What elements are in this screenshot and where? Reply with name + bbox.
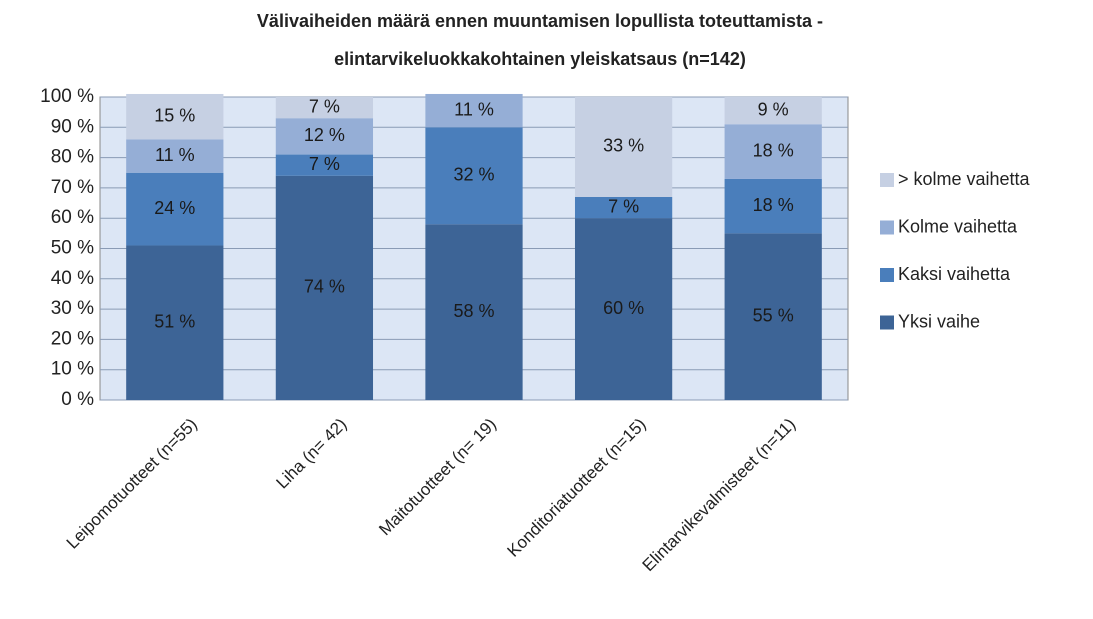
bar-segment — [275, 97, 374, 119]
y-tick-label: 0 % — [61, 389, 94, 410]
bar-segment — [724, 233, 822, 400]
legend-swatch — [880, 173, 894, 187]
value-label: 24 % — [154, 198, 195, 218]
value-label: 18 % — [753, 195, 794, 215]
x-tick-label: Liha (n= 42) — [272, 415, 350, 493]
y-tick-label: 60 % — [51, 207, 94, 228]
y-tick-label: 40 % — [51, 268, 94, 289]
bar-segment — [574, 97, 673, 197]
x-tick-label: Elintarvikevalmisteet (n=11) — [639, 415, 800, 576]
value-label: 60 % — [603, 298, 644, 318]
legend-label: Kolme vaihetta — [898, 216, 1018, 236]
value-label: 12 % — [304, 125, 345, 145]
bar-segment — [126, 172, 224, 246]
chart-title: elintarvikeluokkakohtainen yleiskatsaus … — [334, 49, 746, 69]
legend-label: Kaksi vaihetta — [898, 264, 1011, 284]
value-label: 15 % — [154, 105, 195, 125]
bar-segment — [126, 245, 224, 400]
legend-swatch — [880, 315, 894, 330]
bar-segment — [275, 118, 374, 155]
bar-segment — [425, 127, 523, 225]
y-tick-label: 90 % — [51, 116, 94, 137]
value-label: 7 % — [309, 96, 340, 116]
legend-label: > kolme vaihetta — [898, 169, 1031, 189]
bar-segment — [724, 124, 822, 179]
bar-segment — [275, 175, 374, 400]
bar-segment — [724, 178, 822, 234]
bar-segment — [574, 218, 673, 400]
value-label: 7 % — [608, 196, 639, 216]
value-label: 74 % — [304, 277, 345, 297]
legend-swatch — [880, 268, 894, 282]
bar-segment — [574, 196, 673, 219]
y-tick-label: 100 % — [40, 86, 94, 107]
bar-segment — [425, 224, 523, 400]
value-label: 7 % — [309, 154, 340, 174]
y-tick-label: 10 % — [51, 359, 94, 380]
value-label: 18 % — [753, 140, 794, 160]
bar-segment — [724, 97, 822, 125]
bar-segment — [126, 93, 224, 140]
y-tick-label: 50 % — [51, 238, 94, 259]
value-label: 33 % — [603, 136, 644, 156]
x-tick-label: Maitotuotteet (n= 19) — [375, 415, 500, 540]
y-tick-label: 20 % — [51, 328, 94, 349]
value-label: 11 % — [155, 145, 195, 165]
bar-segment — [275, 154, 374, 176]
legend-label: Yksi vaihe — [898, 311, 980, 331]
value-label: 55 % — [753, 305, 794, 325]
value-label: 58 % — [453, 301, 494, 321]
value-label: 9 % — [758, 99, 789, 119]
x-tick-label: Konditoriatuotteet (n=15) — [504, 415, 650, 561]
chart-title: Välivaiheiden määrä ennen muuntamisen lo… — [257, 11, 823, 31]
value-label: 32 % — [453, 165, 494, 185]
bar-segment — [425, 93, 523, 128]
x-tick-label: Leipomotuotteet (n=55) — [63, 415, 201, 553]
y-tick-label: 80 % — [51, 147, 94, 168]
bar-segment — [126, 139, 224, 173]
value-label: 51 % — [154, 311, 195, 331]
legend-swatch — [880, 220, 894, 235]
value-label: 11 % — [454, 99, 494, 119]
y-tick-label: 30 % — [51, 298, 94, 319]
y-tick-label: 70 % — [51, 177, 94, 198]
